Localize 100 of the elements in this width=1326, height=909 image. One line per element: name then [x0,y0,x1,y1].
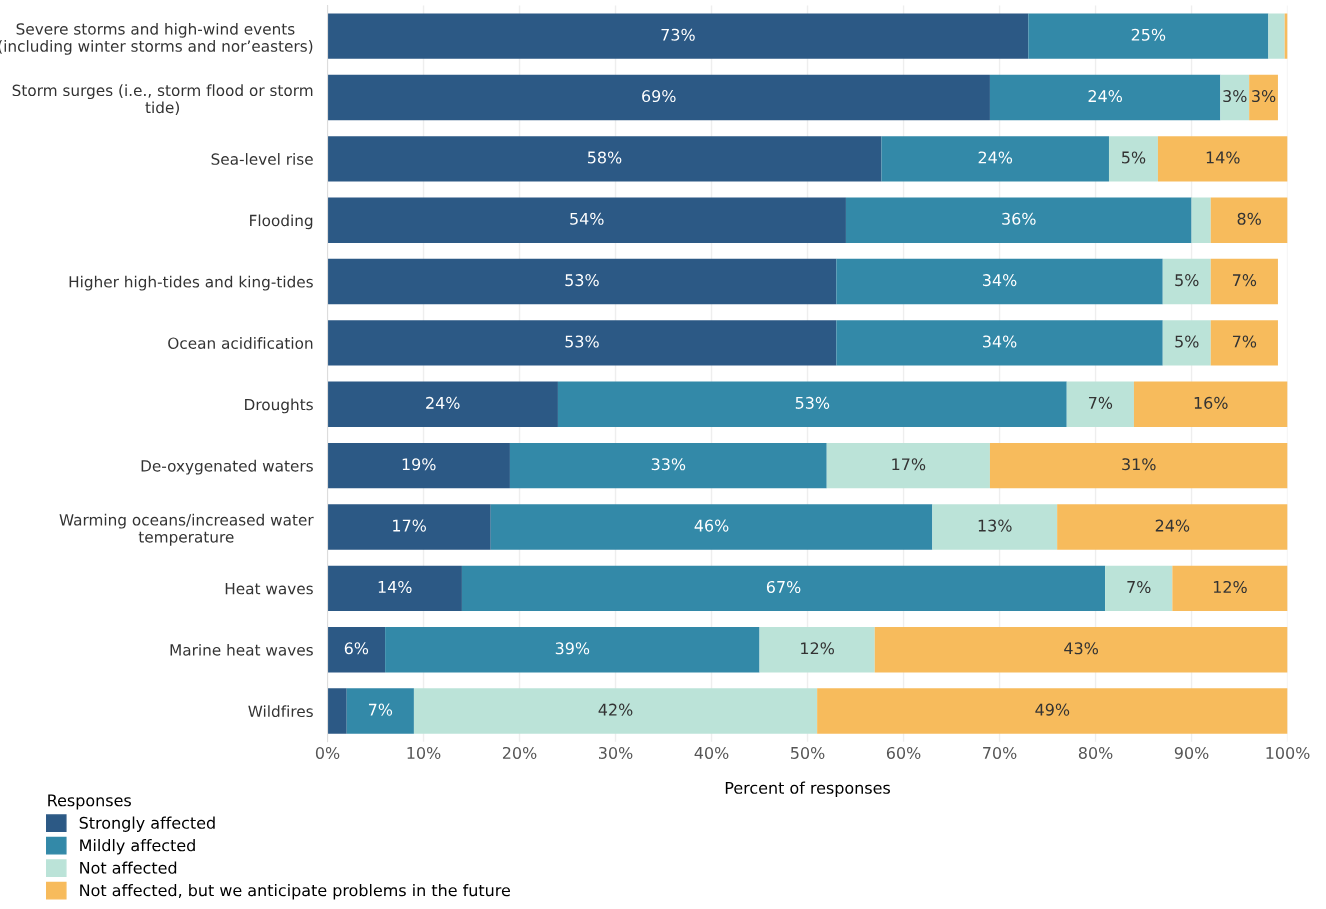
bar [490,504,933,550]
bar [327,565,462,612]
bar [1172,565,1288,612]
bar [845,197,1192,243]
bar [1162,320,1211,366]
bar [461,565,1106,612]
data-label: 8% [1237,212,1261,225]
data-label: 7% [1232,335,1257,348]
bar [327,504,491,550]
data-label: 6% [344,642,369,655]
bar [874,627,1288,673]
x-tick-label: 90% [1174,746,1209,759]
y-tick-label: Marine heat waves [170,643,313,656]
data-label: 69% [642,90,676,103]
data-label: 31% [1122,458,1156,471]
bar [327,627,386,673]
data-label: 12% [801,642,834,655]
bar [817,688,1288,734]
bar [881,136,1109,182]
legend-label: Strongly affected [79,816,215,832]
bar [826,442,990,489]
bar [1105,565,1173,612]
data-label: 17% [393,519,426,532]
x-axis-title: Percent of responses [725,781,890,797]
data-label: 17% [892,458,926,471]
data-label: 7% [368,703,393,716]
data-label: 19% [402,458,436,471]
legend-label: Not affected, but we anticipate problems in the future [80,883,510,900]
bar [989,74,1221,121]
y-tick-label: Warming oceans/increased water temperature [59,513,314,546]
bar [327,13,1029,59]
bar [1162,258,1211,305]
y-tick-label: Higher high-tides and king-tides [69,275,313,291]
bar [1210,258,1278,305]
y-tick-label: Sea-level rise [211,153,313,165]
bar [557,381,1067,427]
x-tick-label: 20% [502,746,537,759]
data-label: 34% [983,274,1017,287]
data-label: 16% [1194,396,1228,409]
y-tick-label: Storm surges (i.e., storm flood or storm tide) [12,84,313,116]
x-tick-label: 60% [886,746,921,759]
bar [1220,74,1250,121]
data-label: 73% [661,28,695,41]
data-label: 13% [978,519,1012,532]
data-label: 53% [795,396,830,409]
data-label: 36% [1002,212,1036,225]
bar [1210,197,1288,243]
x-tick-label: 10% [407,746,441,759]
data-label: 3% [1223,90,1247,103]
bar [327,320,837,366]
bar [1133,381,1288,427]
data-label: 7% [1127,580,1151,593]
legend-label: Mildly affected [80,838,195,855]
bar [1066,381,1134,427]
data-label: 34% [983,335,1017,348]
bar [346,688,414,734]
y-tick-label: Wildfires [248,705,313,718]
bar [989,442,1288,489]
y-tick-label: Ocean acidification [168,337,313,349]
bar [1057,504,1288,550]
data-label: 42% [598,703,633,716]
data-label: 67% [766,580,801,593]
legend-title: Responses [48,794,131,810]
x-tick-label: 70% [983,746,1017,759]
data-label: 54% [570,212,604,225]
bar [759,627,875,673]
data-label: 14% [378,580,412,593]
data-label: 5% [1175,274,1199,287]
bar [932,504,1058,550]
y-tick-label: Droughts [245,398,313,414]
data-label: 24% [1155,519,1190,532]
data-label: 24% [1088,90,1123,103]
data-label: 7% [1088,396,1113,409]
legend-label: Not affected [80,861,177,874]
y-tick-label: De-oxygenated waters [141,459,313,475]
bar [1191,197,1211,243]
data-label: 24% [426,396,460,409]
data-label: 14% [1206,151,1240,164]
data-label: 53% [565,335,599,348]
data-label: 24% [978,151,1013,164]
bar [385,627,760,673]
bar [1108,136,1158,182]
bar [327,74,990,121]
bar [836,320,1163,366]
data-label: 7% [1232,274,1257,287]
data-label: 33% [651,458,686,471]
data-label: 3% [1252,90,1276,103]
x-tick-label: 30% [599,746,633,759]
bar [327,381,558,427]
bar [327,258,837,305]
data-label: 43% [1064,642,1099,655]
x-tick-label: 40% [694,746,729,759]
data-label: 12% [1213,580,1247,593]
x-tick-label: 100% [1266,746,1310,759]
data-label: 46% [694,519,729,532]
data-label: 25% [1131,28,1166,41]
x-tick-label: 50% [791,746,825,759]
data-label: 39% [555,642,590,655]
data-label: 53% [565,274,599,287]
y-tick-label: Flooding [250,214,313,230]
